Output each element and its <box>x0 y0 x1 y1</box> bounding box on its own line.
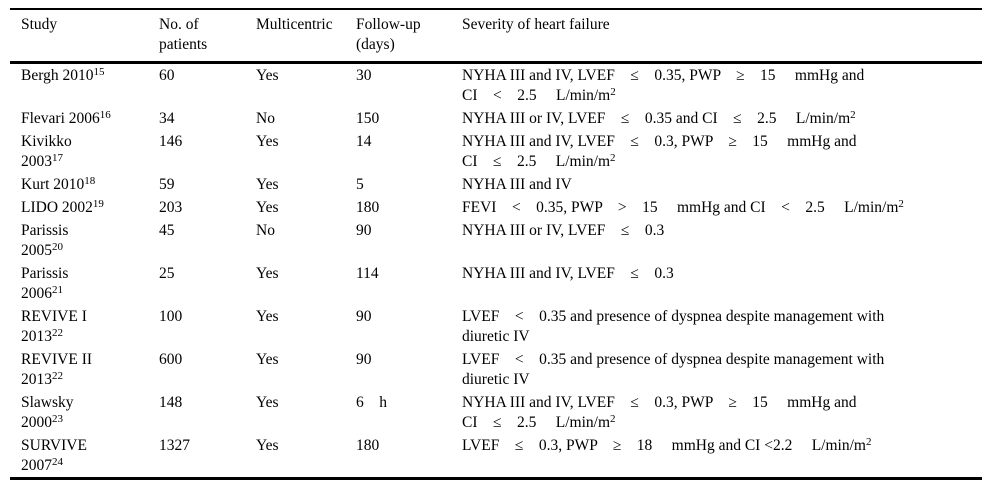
severity-cell: NYHA III and IV, LVEF ≤ 0.3 <box>462 265 674 282</box>
followup-cell: 150 <box>356 110 380 127</box>
citation-ref: 17 <box>52 151 63 164</box>
severity-cell: LVEF ≤ 0.3, PWP ≥ 18 mmHg and CI <2.2 L/… <box>462 435 872 454</box>
citation-ref: 22 <box>52 326 63 339</box>
multicentric-cell: No <box>256 110 275 127</box>
multicentric-cell: Yes <box>256 394 279 411</box>
study-cell: LIDO 200219 <box>21 197 104 216</box>
citation-ref: 23 <box>52 412 63 425</box>
followup-cell: 180 <box>356 199 380 216</box>
table-row: Slawsky 200023 148 Yes 6 h NYHA III and IV, … <box>10 391 982 434</box>
table-row: Kurt 201018 59 Yes 5 NYHA III and IV <box>10 173 982 196</box>
citation-ref: 21 <box>52 283 63 296</box>
patients-cell: 25 <box>159 265 175 282</box>
study-cell: Bergh 201015 <box>21 65 105 84</box>
severity-cell: NYHA III and IV, LVEF ≤ 0.3, PWP ≥ 15 mm… <box>462 394 857 431</box>
superscript: 2 <box>610 151 616 164</box>
followup-cell: 30 <box>356 67 372 84</box>
followup-cell: 5 <box>356 176 364 193</box>
superscript: 2 <box>850 108 856 121</box>
multicentric-cell: Yes <box>256 133 279 150</box>
multicentric-cell: Yes <box>256 199 279 216</box>
table-row: LIDO 200219 203 Yes 180 FEVI < 0.35, PWP > 1… <box>10 196 982 219</box>
patients-cell: 146 <box>159 133 183 150</box>
followup-cell: 6 h <box>356 394 387 411</box>
column-header-study: Study <box>10 9 148 64</box>
severity-cell: FEVI < 0.35, PWP > 15 mmHg and CI < 2.5 … <box>462 197 904 216</box>
followup-cell: 114 <box>356 265 379 282</box>
patients-cell: 45 <box>159 222 175 239</box>
severity-cell: NYHA III and IV, LVEF ≤ 0.35, PWP ≥ 15 m… <box>462 67 865 104</box>
multicentric-cell: Yes <box>256 308 279 325</box>
severity-cell: LVEF < 0.35 and presence of dyspnea desp… <box>462 351 885 388</box>
severity-cell: NYHA III and IV <box>462 176 572 193</box>
patients-cell: 34 <box>159 110 175 127</box>
citation-ref: 19 <box>92 197 104 210</box>
column-header-severity: Severity of heart failure <box>451 9 982 64</box>
table-body: Bergh 201015 60 Yes 30 NYHA III and IV, LVEF… <box>10 63 982 479</box>
patients-cell: 203 <box>159 199 183 216</box>
study-cell: Parissis 200621 <box>21 265 69 302</box>
patients-cell: 1327 <box>159 437 190 454</box>
patients-cell: 600 <box>159 351 183 368</box>
followup-cell: 90 <box>356 222 372 239</box>
multicentric-cell: No <box>256 222 275 239</box>
multicentric-cell: Yes <box>256 437 279 454</box>
study-cell: Kurt 201018 <box>21 174 96 193</box>
citation-ref: 16 <box>99 108 111 121</box>
severity-cell: NYHA III or IV, LVEF ≤ 0.3 <box>462 222 665 239</box>
multicentric-cell: Yes <box>256 176 279 193</box>
column-header-multicentric: Multicentric <box>245 9 345 64</box>
table-row: Flevari 200616 34 No 150 NYHA III or IV, LVE… <box>10 107 982 130</box>
citation-ref: 24 <box>52 455 63 468</box>
multicentric-cell: Yes <box>256 265 279 282</box>
citation-ref: 22 <box>52 369 63 382</box>
patients-cell: 59 <box>159 176 175 193</box>
citation-ref: 18 <box>84 174 96 187</box>
table-row: Bergh 201015 60 Yes 30 NYHA III and IV, LVEF… <box>10 63 982 108</box>
severity-cell: LVEF < 0.35 and presence of dyspnea desp… <box>462 308 885 345</box>
followup-cell: 90 <box>356 308 372 325</box>
followup-cell: 14 <box>356 133 372 150</box>
study-cell: REVIVE I 201322 <box>21 308 87 345</box>
table-row: Parissis 200621 25 Yes 114 NYHA III and IV, … <box>10 262 982 305</box>
followup-cell: 90 <box>356 351 372 368</box>
patients-cell: 60 <box>159 67 175 84</box>
severity-cell: NYHA III and IV, LVEF ≤ 0.3, PWP ≥ 15 mm… <box>462 133 857 170</box>
superscript: 2 <box>898 197 904 210</box>
table-row: SURVIVE 200724 1327 Yes 180 LVEF ≤ 0.3, PWP … <box>10 434 982 479</box>
citation-ref: 20 <box>52 240 63 253</box>
study-cell: Parissis 200520 <box>21 222 69 259</box>
severity-cell: NYHA III or IV, LVEF ≤ 0.35 and CI ≤ 2.5… <box>462 108 856 127</box>
table-row: REVIVE II 201322 600 Yes 90 LVEF < 0.35 and … <box>10 348 982 391</box>
table-header-row: Study No. of patients Multicentric Follo… <box>10 9 982 64</box>
table-row: REVIVE I 201322 100 Yes 90 LVEF < 0.35 and p… <box>10 305 982 348</box>
column-header-followup: Follow-up (days) <box>345 9 451 64</box>
studies-table: Study No. of patients Multicentric Follo… <box>10 8 982 480</box>
table-row: Kivikko 200317 146 Yes 14 NYHA III and IV, L… <box>10 130 982 173</box>
superscript: 2 <box>610 412 616 425</box>
superscript: 2 <box>610 85 616 98</box>
multicentric-cell: Yes <box>256 67 279 84</box>
patients-cell: 100 <box>159 308 183 325</box>
study-cell: SURVIVE 200724 <box>21 437 87 474</box>
column-header-patients: No. of patients <box>148 9 245 64</box>
table-row: Parissis 200520 45 No 90 NYHA III or IV, LVE… <box>10 219 982 262</box>
study-cell: Slawsky 200023 <box>21 394 74 431</box>
patients-cell: 148 <box>159 394 183 411</box>
study-cell: Flevari 200616 <box>21 108 111 127</box>
followup-cell: 180 <box>356 437 380 454</box>
study-cell: REVIVE II 201322 <box>21 351 93 388</box>
superscript: 2 <box>865 435 872 448</box>
study-cell: Kivikko 200317 <box>21 133 72 170</box>
citation-ref: 15 <box>93 65 105 78</box>
multicentric-cell: Yes <box>256 351 279 368</box>
